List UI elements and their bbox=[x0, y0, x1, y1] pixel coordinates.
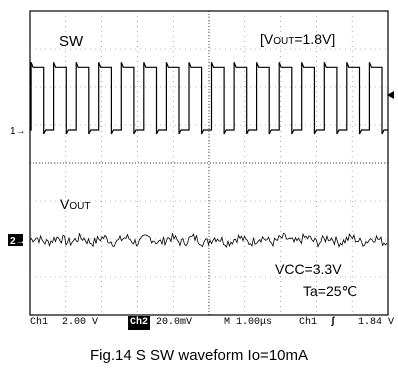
timebase: M 1.00μs bbox=[224, 317, 273, 328]
ch2-label: Ch2 bbox=[128, 316, 151, 330]
channel-markers: 1→ 2→ bbox=[8, 91, 394, 247]
trigger-source: Ch1 bbox=[299, 317, 318, 328]
vout-label: VOUT bbox=[60, 196, 91, 212]
trigger-level: 1.84 V bbox=[358, 317, 395, 328]
trigger-level-arrow bbox=[387, 91, 394, 99]
ch1-scale: 2.00 V bbox=[62, 317, 99, 328]
ch2-marker-box bbox=[8, 234, 23, 246]
figure-caption: Fig.14 S SW waveform Io=10mA bbox=[90, 347, 308, 364]
ta-label: Ta=25℃ bbox=[303, 283, 358, 299]
status-bar: Ch1 2.00 V Ch2 20.0mV M 1.00μs Ch1 ʃ 1.8… bbox=[30, 316, 398, 330]
graticule bbox=[29, 10, 389, 316]
ch2-scale: 20.0mV bbox=[156, 317, 193, 328]
vcc-label: VCC=3.3V bbox=[275, 261, 342, 277]
sw-label: SW bbox=[59, 33, 84, 50]
trigger-slope-icon: ʃ bbox=[330, 317, 337, 328]
vout-trace bbox=[29, 232, 388, 249]
ch1-marker: 1→ bbox=[10, 126, 26, 137]
condition-label: [VOUT=1.8V] bbox=[260, 31, 336, 47]
ch1-label: Ch1 bbox=[30, 317, 49, 328]
sw-trace bbox=[30, 62, 388, 135]
scope-display: 1→ 2→ bbox=[8, 10, 394, 316]
ch2-marker: 2→ bbox=[10, 236, 26, 247]
